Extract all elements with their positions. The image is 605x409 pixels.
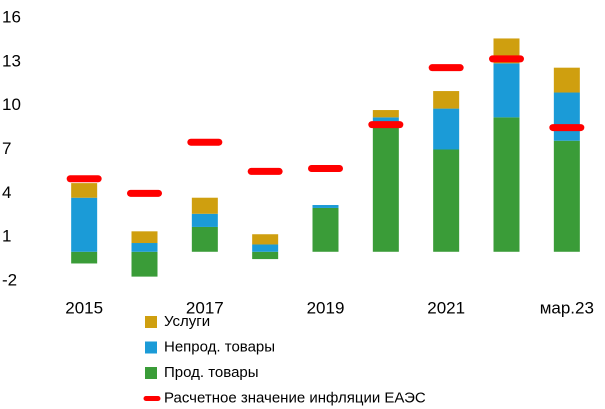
y-tick-label: 4 xyxy=(2,183,11,202)
legend-label: Услуги xyxy=(164,313,210,330)
bar-segment xyxy=(191,226,218,252)
bar-segment xyxy=(312,207,339,252)
bar-segment xyxy=(433,149,460,252)
legend-swatch xyxy=(145,341,157,354)
y-tick-label: -2 xyxy=(2,270,17,289)
bar-segment xyxy=(252,234,279,245)
bar-segment xyxy=(433,108,460,150)
bar-segment xyxy=(433,91,460,109)
bar-segment xyxy=(191,197,218,214)
x-tick-label: 2017 xyxy=(186,298,224,317)
x-tick-label: 2021 xyxy=(427,298,465,317)
legend-label: Расчетное значение инфляции ЕАЭС xyxy=(164,389,426,406)
bar-segment xyxy=(553,92,580,141)
bar-segment xyxy=(312,205,339,208)
bar-segment xyxy=(71,251,98,264)
bar-segment xyxy=(372,127,399,252)
x-tick-label: 2019 xyxy=(307,298,345,317)
legend-label: Непрод. товары xyxy=(164,338,275,355)
y-tick-label: 1 xyxy=(2,227,11,246)
bar-segment xyxy=(372,110,399,118)
bar-segment xyxy=(252,251,279,260)
bar-segment xyxy=(252,244,279,252)
x-tick-label: 2015 xyxy=(65,298,103,317)
bar-segment xyxy=(71,197,98,252)
bar-segment xyxy=(131,243,158,252)
bar-segment xyxy=(191,213,218,227)
bar-segment xyxy=(493,63,520,118)
bar-segment xyxy=(553,67,580,93)
x-tick-label: мар.23 xyxy=(540,298,594,317)
legend-swatch xyxy=(145,367,157,379)
bar-segment xyxy=(493,117,520,252)
y-tick-label: 7 xyxy=(2,139,11,158)
bar-segment xyxy=(71,183,98,198)
y-tick-label: 10 xyxy=(2,95,21,114)
bar-segment xyxy=(553,140,580,252)
legend-label: Прод. товары xyxy=(164,364,259,381)
bar-segment xyxy=(131,231,158,244)
legend-swatch xyxy=(145,316,157,328)
y-tick-label: 16 xyxy=(2,7,21,26)
y-tick-label: 13 xyxy=(2,51,21,70)
bar-segment xyxy=(131,251,158,277)
